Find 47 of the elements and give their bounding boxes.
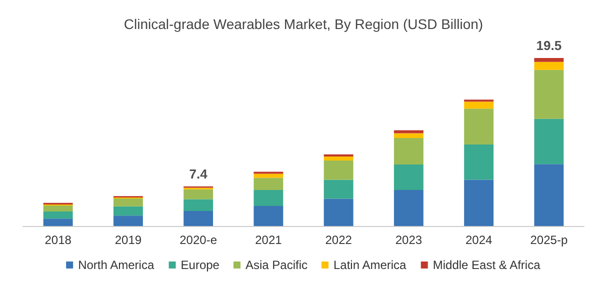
bar	[394, 164, 424, 190]
bar	[254, 190, 284, 206]
bar	[113, 216, 143, 226]
x-tick-label: 2022	[325, 233, 352, 247]
chart-title: Clinical-grade Wearables Market, By Region (USD Billion)	[124, 16, 484, 32]
bar	[324, 160, 354, 180]
bar	[324, 198, 354, 226]
bar	[324, 156, 354, 160]
bar	[534, 164, 564, 226]
bar	[184, 211, 214, 226]
bar	[464, 180, 494, 226]
bar	[464, 102, 494, 109]
bar	[254, 178, 284, 190]
bar	[43, 206, 73, 212]
bar	[534, 62, 564, 70]
annotation: 7.4	[189, 166, 208, 182]
legend-label: Asia Pacific	[245, 258, 308, 272]
bar	[464, 144, 494, 180]
x-tick-label: 2021	[255, 233, 282, 247]
bar	[394, 133, 424, 138]
bar	[113, 206, 143, 216]
bar	[324, 180, 354, 199]
x-tick-label: 2019	[114, 233, 142, 247]
bar	[184, 199, 214, 212]
x-tick-label: 2018	[44, 233, 72, 247]
x-tick-label: 2025-p	[530, 233, 568, 247]
legend-label: Middle East & Africa	[432, 258, 541, 272]
bar	[254, 206, 284, 226]
legend-label: Latin America	[334, 258, 407, 272]
bar	[184, 189, 214, 200]
legend-label: Europe	[180, 258, 220, 272]
x-tick-label: 2020-e	[180, 233, 218, 247]
bar	[534, 58, 564, 62]
bar	[394, 138, 424, 165]
bar	[113, 198, 143, 206]
x-tick-label: 2024	[465, 233, 492, 247]
annotation: 19.5	[536, 38, 562, 53]
bar	[534, 70, 564, 119]
legend-label: North America	[78, 258, 154, 272]
x-tick-label: 2023	[395, 233, 422, 247]
bar	[43, 212, 73, 219]
bar	[43, 218, 73, 226]
bar	[534, 118, 564, 164]
bar	[464, 108, 494, 145]
bar	[394, 190, 424, 226]
bar	[254, 174, 284, 178]
bar	[394, 130, 424, 134]
